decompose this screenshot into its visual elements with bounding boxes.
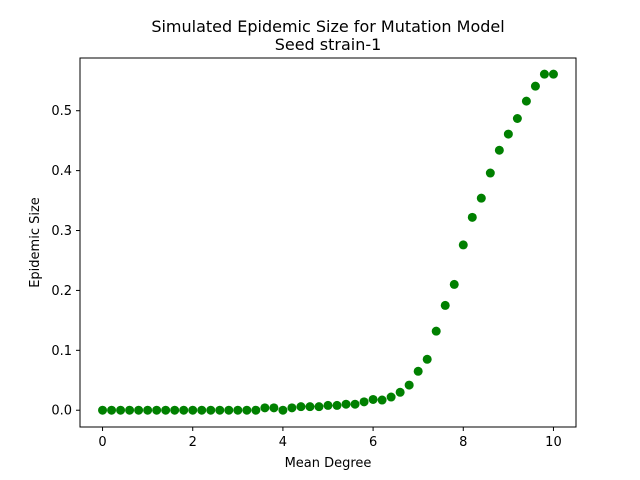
- data-point: [170, 405, 180, 415]
- data-point: [197, 405, 207, 415]
- x-tick-label: 4: [279, 435, 287, 450]
- data-point: [125, 405, 135, 415]
- chart-title: Simulated Epidemic Size for Mutation Mod…: [151, 17, 504, 36]
- y-axis: 0.0 0.1 0.2 0.3 0.4 0.5: [51, 104, 80, 419]
- data-point: [386, 392, 396, 402]
- data-point: [152, 405, 162, 415]
- data-point: [458, 240, 468, 250]
- data-point: [161, 405, 171, 415]
- data-point: [179, 405, 189, 415]
- data-point: [350, 399, 360, 409]
- data-point: [332, 400, 342, 410]
- data-point: [215, 405, 225, 415]
- data-point: [314, 402, 324, 412]
- y-tick-label: 0.0: [51, 404, 72, 419]
- y-tick-label: 0.4: [51, 164, 72, 179]
- data-point: [395, 387, 405, 397]
- data-point: [224, 405, 234, 415]
- data-point: [296, 402, 306, 412]
- data-point: [134, 405, 144, 415]
- data-point: [377, 395, 387, 405]
- data-point: [206, 405, 216, 415]
- data-point: [368, 394, 378, 404]
- y-tick-label: 0.1: [51, 344, 72, 359]
- data-point: [503, 129, 513, 139]
- data-point: [260, 403, 270, 413]
- x-tick-label: 0: [98, 435, 106, 450]
- data-point: [359, 397, 369, 407]
- data-point: [512, 114, 522, 124]
- x-axis-label: Mean Degree: [285, 456, 372, 471]
- x-axis: 0 2 4 6 8 10: [98, 427, 562, 450]
- x-tick-label: 2: [189, 435, 197, 450]
- y-axis-label: Epidemic Size: [28, 197, 43, 288]
- data-point: [98, 405, 108, 415]
- data-point: [188, 405, 198, 415]
- data-point: [413, 366, 423, 376]
- data-point: [278, 405, 288, 415]
- y-tick-label: 0.3: [51, 224, 72, 239]
- data-point: [422, 354, 432, 364]
- data-point: [143, 405, 153, 415]
- y-tick-label: 0.5: [51, 104, 72, 119]
- data-point: [539, 69, 549, 79]
- chart-subtitle: Seed strain-1: [275, 35, 382, 54]
- plot-area: [79, 57, 577, 428]
- data-point: [107, 405, 117, 415]
- x-tick-label: 6: [369, 435, 377, 450]
- data-points: [98, 69, 558, 415]
- data-point: [440, 300, 450, 310]
- data-point: [233, 405, 243, 415]
- data-point: [548, 69, 558, 79]
- data-point: [323, 400, 333, 410]
- data-point: [269, 403, 279, 413]
- data-point: [485, 168, 495, 178]
- data-point: [287, 403, 297, 413]
- data-point: [431, 326, 441, 336]
- data-point: [494, 145, 504, 155]
- data-point: [467, 212, 477, 222]
- y-tick-label: 0.2: [51, 284, 72, 299]
- data-point: [116, 405, 126, 415]
- data-point: [242, 405, 252, 415]
- data-point: [251, 405, 261, 415]
- data-point: [404, 380, 414, 390]
- data-point: [476, 193, 486, 203]
- data-point: [305, 402, 315, 412]
- data-point: [521, 96, 531, 106]
- x-tick-label: 10: [545, 435, 562, 450]
- data-point: [530, 81, 540, 91]
- x-tick-label: 8: [459, 435, 467, 450]
- data-point: [341, 399, 351, 409]
- data-point: [449, 279, 459, 289]
